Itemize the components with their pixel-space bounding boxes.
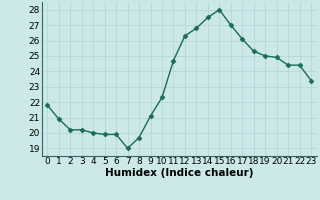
X-axis label: Humidex (Indice chaleur): Humidex (Indice chaleur) <box>105 168 253 178</box>
